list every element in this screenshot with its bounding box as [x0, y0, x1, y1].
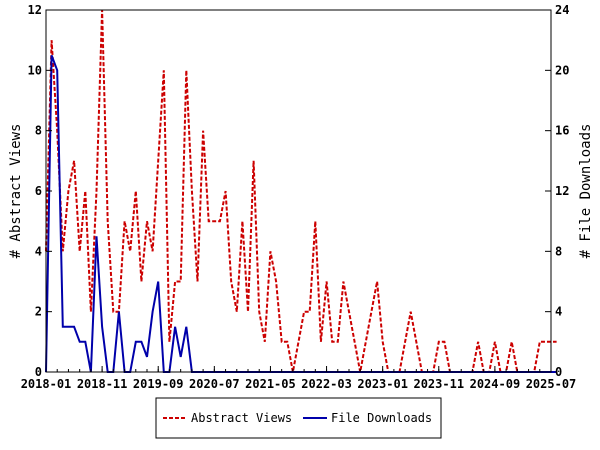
y-right-tick-label: 12 [555, 184, 569, 198]
legend-abstract-views-label: Abstract Views [191, 411, 292, 425]
y-left-axis-title: # Abstract Views [8, 124, 24, 259]
file-downloads-series-line [45, 54, 557, 373]
plot-frame [45, 9, 552, 373]
x-tick-label: 2018-11 [77, 377, 128, 391]
legend: Abstract Views File Downloads [155, 397, 442, 439]
x-tick-label: 2021-05 [245, 377, 296, 391]
y-right-axis-title: # File Downloads [578, 124, 594, 259]
x-axis: 2018-01 2018-11 2019-09 2020-07 2021-05 2022-… [21, 366, 577, 391]
x-tick-label: 2025-07 [526, 377, 577, 391]
legend-box [155, 397, 442, 439]
y-right-tick-label: 20 [555, 63, 569, 77]
x-tick-label: 2018-01 [21, 377, 72, 391]
x-tick-label: 2019-09 [133, 377, 184, 391]
y-left-tick-label: 8 [35, 124, 42, 138]
x-tick-label: 2022-03 [301, 377, 352, 391]
y-left-tick-label: 2 [35, 305, 42, 319]
x-tick-label: 2023-11 [413, 377, 464, 391]
plot-border [45, 9, 552, 373]
y-left-tick-label: 12 [28, 3, 42, 17]
y-right-tick-label: 8 [555, 244, 562, 258]
y-left-axis: 0 2 4 6 8 10 12 [28, 3, 52, 379]
y-left-tick-label: 0 [35, 365, 42, 379]
y-left-tick-label: 10 [28, 63, 42, 77]
y-left-tick-label: 4 [35, 244, 42, 258]
plot-lines [45, 9, 557, 373]
x-tick-label: 2020-07 [189, 377, 240, 391]
x-tick-label: 2023-01 [357, 377, 408, 391]
abstract-views-series-line [45, 9, 557, 373]
y-right-tick-label: 4 [555, 305, 562, 319]
y-right-tick-label: 24 [555, 3, 569, 17]
y-left-tick-label: 6 [35, 184, 42, 198]
legend-file-downloads-label: File Downloads [331, 411, 432, 425]
x-tick-label: 2024-09 [470, 377, 521, 391]
y-right-tick-label: 16 [555, 124, 569, 138]
y-right-axis: 0 4 8 12 16 20 24 [545, 3, 569, 379]
y-right-tick-label: 0 [555, 365, 562, 379]
